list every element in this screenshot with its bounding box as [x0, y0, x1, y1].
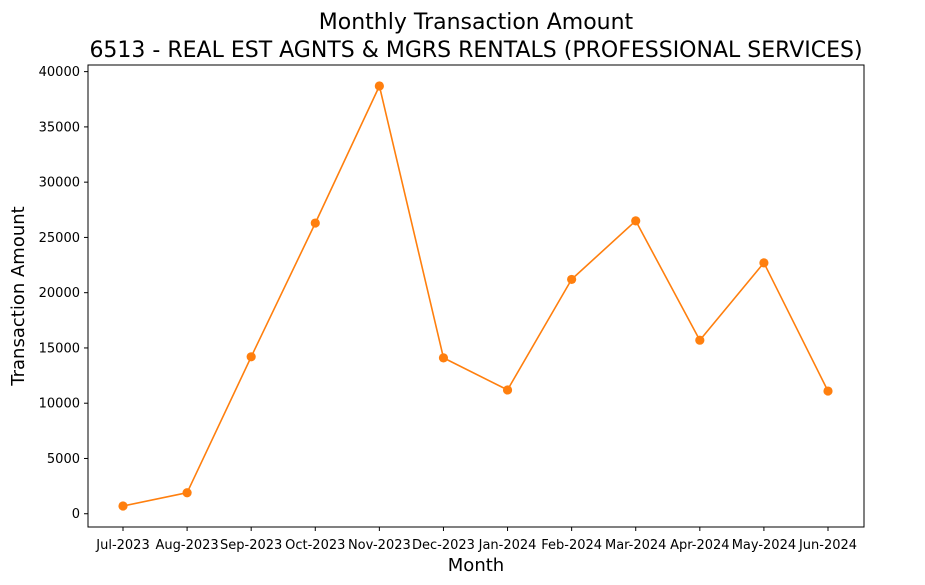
y-tick-label: 35000: [39, 120, 80, 135]
data-point-may-2024: [759, 258, 769, 268]
x-tick-label: Oct-2023: [285, 538, 345, 553]
x-tick-label: Feb-2024: [541, 538, 602, 553]
x-axis-label: Month: [448, 555, 504, 576]
data-point-mar-2024: [631, 216, 641, 226]
x-tick-label: Jul-2023: [95, 538, 149, 553]
y-tick-label: 5000: [47, 452, 80, 467]
data-point-jul-2023: [118, 501, 128, 511]
data-point-feb-2024: [567, 274, 577, 285]
x-tick-label: Jan-2024: [478, 538, 537, 553]
x-tick-label: Mar-2024: [605, 538, 666, 553]
x-tick-label: Dec-2023: [412, 538, 475, 553]
data-point-oct-2023: [310, 218, 320, 228]
y-tick-label: 20000: [39, 286, 80, 301]
y-tick-label: 0: [72, 507, 80, 522]
data-point-jun-2024: [823, 386, 833, 396]
series-layer: [118, 81, 833, 511]
x-tick-label: May-2024: [732, 538, 796, 553]
plot-area-frame: [87, 64, 865, 528]
y-tick-label: 25000: [39, 231, 80, 246]
y-tick-label: 15000: [39, 341, 80, 356]
y-axis-label: Transaction Amount: [8, 206, 29, 386]
y-tick-label: 40000: [39, 65, 80, 80]
data-point-jan-2024: [502, 385, 513, 395]
x-tick-label: Nov-2023: [348, 538, 411, 553]
y-axis-ticks: 0 5000 10000 15000 20000 25000 30000 35000 40000: [39, 65, 88, 522]
data-point-sep-2023: [246, 352, 256, 362]
x-tick-label: Jun-2024: [798, 538, 857, 553]
data-point-dec-2023: [438, 353, 449, 363]
x-axis-ticks: Jul-2023 Aug-2023 Sep-2023 Oct-2023 Nov-2023…: [95, 527, 857, 553]
data-point-nov-2023: [374, 81, 384, 91]
data-point-aug-2023: [182, 488, 192, 498]
chart-title: Monthly Transaction Amount: [319, 10, 634, 35]
x-tick-label: Aug-2023: [156, 538, 219, 553]
x-tick-label: Apr-2024: [670, 538, 729, 553]
chart-subtitle: 6513 - REAL EST AGNTS & MGRS RENTALS (PR…: [89, 38, 862, 63]
y-tick-label: 30000: [39, 176, 80, 191]
x-tick-label: Sep-2023: [220, 538, 282, 553]
series-line: [122, 85, 829, 507]
data-point-apr-2024: [695, 335, 705, 345]
y-tick-label: 10000: [39, 397, 80, 412]
